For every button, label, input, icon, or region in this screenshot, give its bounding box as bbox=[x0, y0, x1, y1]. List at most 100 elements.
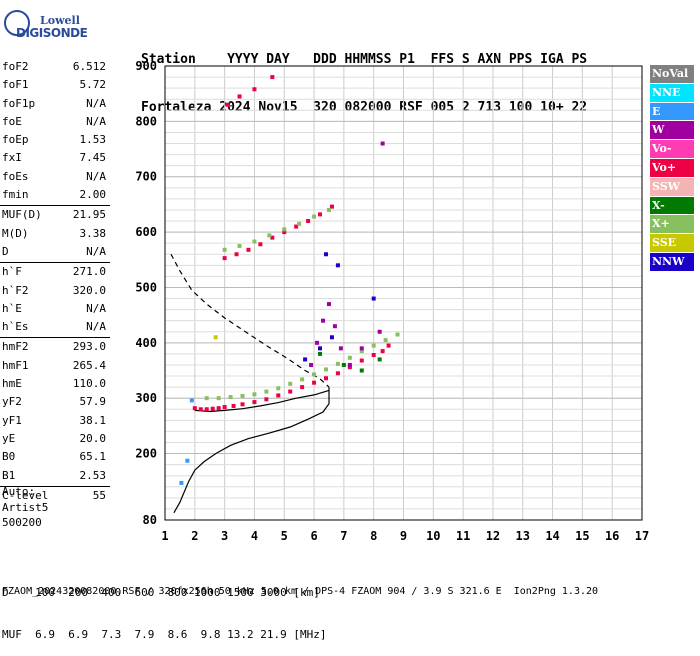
param-row: yE 20.0 bbox=[0, 430, 110, 448]
echo-point-x bbox=[300, 377, 305, 382]
param-value: 265.4 bbox=[72, 358, 106, 372]
param-row: yF2 57.9 bbox=[0, 393, 110, 411]
header-values: Fortaleza 2024 Nov15 320 082000 RSF 005 … bbox=[141, 100, 588, 115]
param-value: N/A bbox=[86, 114, 106, 128]
echo-point-x bbox=[288, 381, 293, 386]
echo-point-vo bbox=[231, 403, 236, 408]
legend-item-vo: Vo- bbox=[650, 140, 694, 158]
param-name: yF2 bbox=[2, 395, 22, 409]
echo-trace-line bbox=[194, 389, 330, 413]
echo-point-vo bbox=[258, 242, 263, 247]
echo-point-vo bbox=[246, 247, 251, 252]
echo-point-x bbox=[312, 214, 317, 219]
param-name: foEs bbox=[2, 169, 29, 183]
x-tick-label: 1 bbox=[161, 529, 168, 543]
x-tick-label: 10 bbox=[426, 529, 440, 543]
param-value: 1.53 bbox=[79, 133, 107, 147]
param-row: foEs N/A bbox=[0, 168, 110, 186]
scaled-parameters-panel: foF2 6.512 foF1 5.72 foF1p N/A foE N/A foEp 1.53 f… bbox=[0, 58, 110, 505]
y-tick-label: 200 bbox=[135, 447, 157, 461]
param-row: M(D) 3.38 bbox=[0, 225, 110, 243]
echo-point-w bbox=[309, 362, 314, 367]
polarization-legend: NoVal NNE E W Vo- Vo+ SSW X- X+ SSE NNW bbox=[650, 65, 694, 272]
echo-point-e bbox=[189, 398, 194, 403]
param-name: MUF(D) bbox=[2, 208, 42, 222]
chart-points bbox=[179, 75, 400, 485]
echo-point-nnw bbox=[335, 263, 340, 268]
echo-point-x bbox=[359, 349, 364, 354]
echo-point-vo bbox=[204, 407, 209, 412]
param-row: D N/A bbox=[0, 243, 110, 261]
echo-point-x bbox=[222, 247, 227, 252]
logo-digisonde-text: DIGISONDE bbox=[16, 26, 88, 40]
param-row: MUF(D) 21.95 bbox=[0, 206, 110, 224]
param-separator bbox=[0, 205, 110, 207]
param-row: h`F 271.0 bbox=[0, 263, 110, 281]
echo-point-vo bbox=[270, 235, 275, 240]
echo-point-vo bbox=[222, 405, 227, 410]
echo-point-x bbox=[204, 396, 209, 401]
param-name: fmin bbox=[2, 188, 29, 202]
legend-item-noval: NoVal bbox=[650, 65, 694, 83]
echo-point-vo bbox=[192, 406, 197, 411]
echo-point-vo bbox=[323, 376, 328, 381]
echo-point-x bbox=[312, 372, 317, 377]
param-row: C-level 55 bbox=[0, 487, 110, 505]
echo-point-w bbox=[338, 346, 343, 351]
density-profile-line bbox=[173, 387, 330, 514]
echo-point-vo bbox=[237, 94, 242, 99]
echo-point-w bbox=[377, 329, 382, 334]
param-row: foE N/A bbox=[0, 113, 110, 131]
legend-item-x: X- bbox=[650, 196, 694, 215]
param-row: h`E N/A bbox=[0, 300, 110, 318]
param-name: hmF2 bbox=[2, 340, 29, 354]
param-name: yE bbox=[2, 431, 16, 445]
param-separator bbox=[0, 337, 110, 339]
param-name: h`F2 bbox=[2, 283, 29, 297]
echo-point-x bbox=[237, 243, 242, 248]
echo-point-nnw bbox=[303, 357, 308, 362]
param-value: 55 bbox=[92, 488, 106, 502]
param-name: foE bbox=[2, 114, 22, 128]
param-name: h`F bbox=[2, 265, 22, 279]
echo-point-vo bbox=[222, 256, 227, 261]
ionogram-chart: 1 2 3 4 5 6 7 8 9 10 11 12 13 14 15 16 17802003004005006… bbox=[135, 59, 649, 543]
autoscale-program: Artist5 bbox=[2, 500, 49, 514]
echo-point-x bbox=[216, 396, 221, 401]
x-tick-label: 4 bbox=[251, 529, 258, 543]
echo-point-x bbox=[276, 386, 281, 391]
echo-point-e bbox=[185, 458, 190, 463]
y-tick-label: 600 bbox=[135, 225, 157, 239]
x-tick-label: 5 bbox=[281, 529, 288, 543]
echo-point-e bbox=[179, 480, 184, 485]
echo-point-x bbox=[297, 221, 302, 226]
param-value: N/A bbox=[86, 244, 106, 258]
param-name: hmE bbox=[2, 377, 22, 391]
echo-point-vo bbox=[216, 406, 221, 411]
x-tick-label: 3 bbox=[221, 529, 228, 543]
param-value: 20.0 bbox=[79, 431, 107, 445]
echo-point-x bbox=[359, 368, 364, 373]
extrapolated-profile-line bbox=[170, 253, 330, 388]
echo-point-w bbox=[347, 362, 352, 367]
echo-point-w bbox=[326, 302, 331, 307]
logo-globe-icon bbox=[4, 10, 30, 36]
param-row: fxI 7.45 bbox=[0, 149, 110, 167]
x-tick-label: 12 bbox=[486, 529, 500, 543]
param-row: foF1p N/A bbox=[0, 95, 110, 113]
legend-item-x: X+ bbox=[650, 215, 694, 234]
y-tick-label: 300 bbox=[135, 391, 157, 405]
echo-point-x bbox=[228, 395, 233, 400]
param-value: 293.0 bbox=[72, 340, 106, 354]
echo-point-vo bbox=[252, 87, 257, 92]
muf-footer: D 100 200 400 600 800 1000 1500 3000 [km… bbox=[2, 558, 327, 656]
echo-point-x bbox=[335, 361, 340, 366]
echo-point-vo bbox=[335, 371, 340, 376]
autoscale-code: 500200 bbox=[2, 516, 42, 529]
echo-point-vo bbox=[300, 385, 305, 390]
x-tick-label: 16 bbox=[605, 529, 619, 543]
x-tick-label: 14 bbox=[545, 529, 559, 543]
echo-point-nnw bbox=[323, 252, 328, 257]
param-name: h`E bbox=[2, 301, 22, 315]
echo-point-vo bbox=[198, 407, 203, 412]
